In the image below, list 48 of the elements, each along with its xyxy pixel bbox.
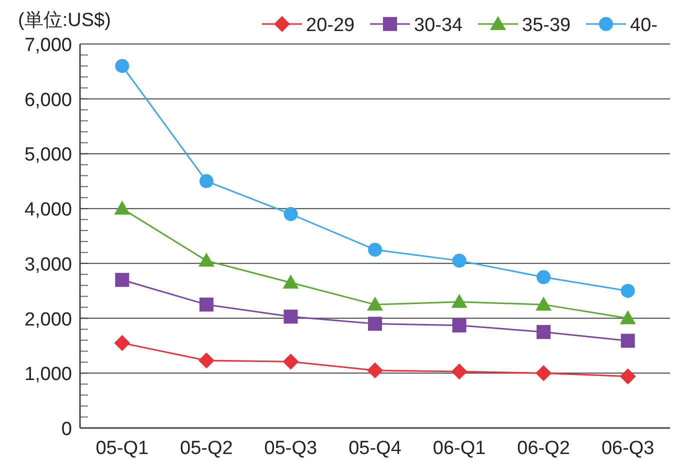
point — [620, 284, 635, 298]
point — [282, 274, 299, 289]
point — [368, 242, 382, 257]
point — [620, 368, 636, 384]
point — [367, 362, 383, 378]
point — [536, 270, 551, 284]
x-tick-label: 06-Q1 — [432, 438, 486, 459]
point — [367, 296, 383, 311]
point — [198, 252, 214, 267]
x-tick-label: 06-Q3 — [601, 438, 654, 459]
legend-label: 40- — [630, 15, 658, 36]
legend-label: 35-39 — [522, 15, 571, 36]
y-tick-label: 4,000 — [24, 200, 72, 221]
point — [536, 325, 551, 339]
point — [115, 272, 130, 287]
point — [536, 296, 552, 311]
x-tick-label: 06-Q2 — [517, 438, 570, 459]
x-tick-label: 05-Q3 — [264, 438, 318, 459]
point — [452, 254, 466, 268]
point — [284, 207, 298, 222]
y-tick-label: 0 — [61, 419, 72, 440]
point — [620, 310, 636, 324]
point — [452, 318, 466, 332]
point — [198, 352, 214, 369]
point — [451, 294, 468, 308]
point — [199, 174, 214, 188]
y-tick-label: 2,000 — [24, 309, 72, 330]
point — [282, 354, 299, 370]
point — [451, 363, 468, 380]
y-axis-title: (単位:US$) — [18, 10, 111, 31]
x-tick-label: 05-Q1 — [96, 438, 149, 459]
y-tick-label: 6,000 — [24, 90, 72, 111]
point — [114, 200, 130, 215]
point — [115, 58, 130, 73]
y-tick-label: 5,000 — [24, 144, 72, 166]
x-tick-label: 05-Q4 — [348, 438, 402, 459]
point — [536, 365, 552, 382]
legend-label: 20-29 — [306, 15, 355, 36]
point — [284, 310, 298, 324]
point — [368, 316, 382, 331]
point — [199, 298, 214, 312]
point — [114, 334, 130, 351]
y-tick-label: 1,000 — [24, 364, 72, 386]
x-tick-label: 05-Q2 — [180, 438, 233, 459]
legend-label: 30-34 — [414, 15, 464, 36]
y-tick-label: 7,000 — [24, 35, 72, 56]
y-tick-label: 3,000 — [24, 254, 72, 276]
point — [620, 334, 635, 348]
